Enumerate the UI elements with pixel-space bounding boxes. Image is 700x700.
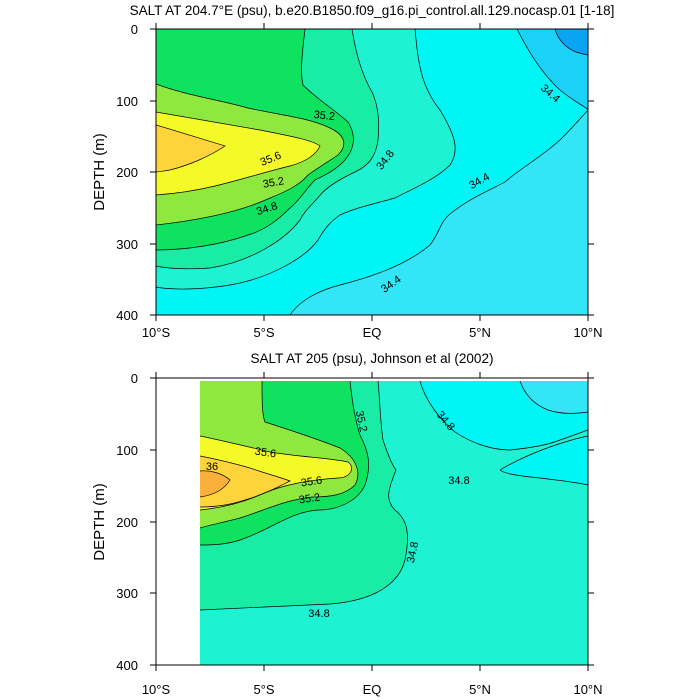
bottom-contour-label: 34.8 — [308, 608, 329, 620]
top-fill-lt34.2 — [555, 29, 588, 55]
bottom-x-tick-label: 5°N — [469, 682, 491, 697]
top-fill-gt35.8 — [156, 125, 225, 172]
bottom-contour-label: 36 — [206, 461, 218, 473]
top-x-tick-label: 5°S — [253, 325, 274, 340]
bottom-contour-label: 35.2 — [353, 410, 369, 433]
top-y-tick-label: 200 — [116, 165, 138, 180]
bottom-y-tick-label: 300 — [116, 586, 138, 601]
bottom-chart-title: SALT AT 205 (psu), Johnson et al (2002) — [251, 351, 494, 366]
bottom-salinity-field — [200, 381, 588, 665]
top-y-tick-label: 0 — [131, 22, 138, 37]
bottom-x-tick-label: EQ — [363, 682, 382, 697]
bottom-contour-label: 34.8 — [448, 475, 469, 487]
bottom-panel: SALT AT 205 (psu), Johnson et al (2002) — [91, 351, 603, 697]
top-contour-lines — [156, 29, 588, 315]
top-x-tick-label: 10°S — [142, 325, 171, 340]
top-salinity-field — [156, 29, 588, 315]
bottom-y-tick-label: 0 — [131, 371, 138, 386]
bottom-x-tick-label: 10°N — [573, 682, 602, 697]
bottom-x-tick-label: 10°S — [142, 682, 171, 697]
top-x-tick-label: 10°N — [573, 325, 602, 340]
bottom-y-tick-label: 400 — [116, 658, 138, 673]
bot-fill-gt36.0 — [200, 470, 230, 497]
bottom-y-tick-label: 200 — [116, 515, 138, 530]
bottom-contour-lines — [200, 381, 588, 611]
bottom-x-tick-labels: 10°S 5°S EQ 5°N 10°N — [142, 682, 603, 697]
top-contour-label: 35.2 — [262, 175, 285, 191]
bottom-y-tick-label: 100 — [116, 443, 138, 458]
bottom-y-axis-label: DEPTH (m) — [91, 483, 108, 561]
top-x-tick-labels: 10°S 5°S EQ 5°N 10°N — [142, 325, 603, 340]
top-y-tick-labels: 0 100 200 300 400 — [116, 22, 138, 323]
bot-fill-34.4-34.6 — [520, 381, 588, 414]
bottom-contour-label: 35.6 — [254, 446, 277, 461]
bot-fill-35.8-36.0 — [200, 456, 290, 507]
bottom-ticks — [150, 372, 594, 671]
top-y-tick-label: 300 — [116, 237, 138, 252]
top-x-tick-label: 5°N — [469, 325, 491, 340]
top-x-tick-label: EQ — [363, 325, 382, 340]
bottom-x-tick-label: 5°S — [253, 682, 274, 697]
top-y-axis-label: DEPTH (m) — [91, 133, 108, 211]
bottom-y-tick-labels: 0 100 200 300 400 — [116, 371, 138, 673]
top-y-tick-label: 400 — [116, 308, 138, 323]
top-contour-label: 35.2 — [313, 109, 336, 123]
top-fill-35.6-35.8 — [156, 112, 320, 195]
top-chart-title: SALT AT 204.7°E (psu), b.e20.B1850.f09_g… — [130, 3, 615, 18]
bottom-contour-label: 34.8 — [405, 541, 421, 564]
top-y-tick-label: 100 — [116, 94, 138, 109]
bottom-contour-label: 35.2 — [298, 492, 321, 507]
top-ticks — [150, 23, 594, 321]
top-panel: SALT AT 204.7°E (psu), b.e20.B1850.f09_g… — [91, 3, 614, 340]
bottom-contour-label: 35.6 — [300, 475, 323, 490]
